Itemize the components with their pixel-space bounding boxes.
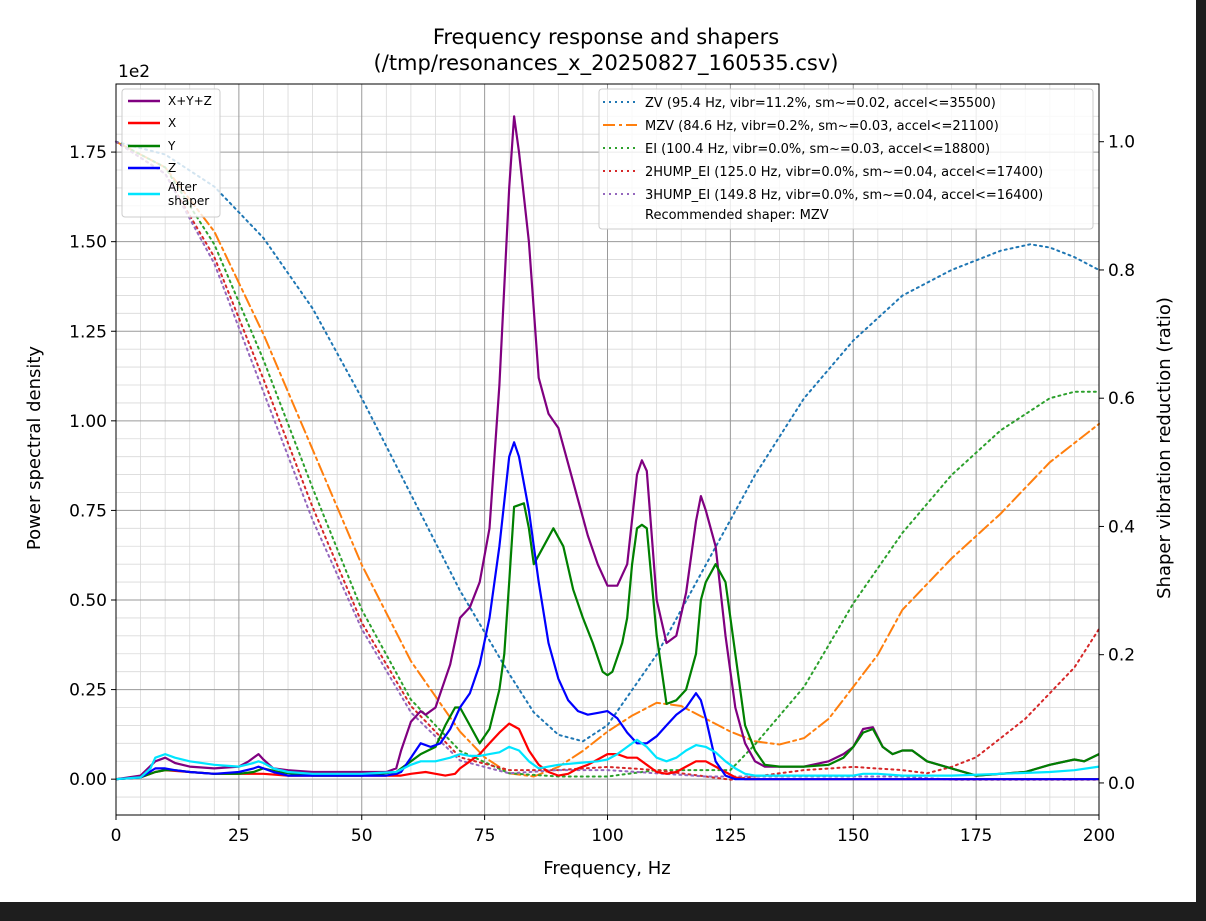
legend-shapers-box xyxy=(598,88,1094,230)
psd-line-x-y-z xyxy=(115,115,1100,781)
y-tick-label: 1.75 xyxy=(69,143,107,163)
x-tick-label: 125 xyxy=(714,826,746,846)
shaper-line-3hump-ei xyxy=(115,140,1100,781)
y-offset-label: 1e2 xyxy=(118,62,150,82)
y-right-tick-label: 0.4 xyxy=(1108,517,1135,537)
x-tick-label: 75 xyxy=(474,826,496,846)
shaper-line-zv xyxy=(115,140,1100,743)
x-tick-label: 25 xyxy=(228,826,250,846)
y-tick-label: 0.25 xyxy=(69,681,107,701)
figure: 0 25 50 75 100 125 150 175 200 0.00 0.25 0.50 0.75 1… xyxy=(0,0,1196,902)
y-axis-ticks: 0.00 0.25 0.50 0.75 1.00 1.25 1.50 1.75 xyxy=(69,143,116,790)
x-tick-label: 175 xyxy=(960,826,992,846)
y-tick-label: 1.25 xyxy=(69,322,107,342)
legend-label-3hump-ei: 3HUMP_EI (149.8 Hz, vibr=0.0%, sm~=0.04,… xyxy=(645,188,1043,203)
frequency-response-chart: 0 25 50 75 100 125 150 175 200 0.00 0.25 0.50 0.75 1… xyxy=(24,25,1175,879)
legend-label-x-y-z: X+Y+Z xyxy=(168,94,212,108)
legend-label-x: X xyxy=(168,116,176,130)
legend-shapers: Recommended shaper: MZV ZV (95.4 Hz, vib… xyxy=(598,88,1094,230)
psd-line-z xyxy=(115,441,1099,781)
psd-line-after-shaper xyxy=(115,738,1100,781)
psd-lines xyxy=(115,115,1100,781)
y-tick-label: 0.50 xyxy=(69,591,107,611)
y-right-tick-label: 1.0 xyxy=(1108,133,1135,153)
shaper-lines xyxy=(115,140,1100,781)
y-right-tick-label: 0.2 xyxy=(1108,646,1135,666)
legend-psd-box xyxy=(121,88,221,218)
y-right-tick-label: 0.8 xyxy=(1108,261,1135,281)
shaper-line-ei xyxy=(115,140,1100,778)
x-tick-label: 50 xyxy=(351,826,373,846)
chart-title: Frequency response and shapers xyxy=(433,25,779,49)
x-tick-label: 150 xyxy=(837,826,869,846)
legend-label-ei: EI (100.4 Hz, vibr=0.0%, sm~=0.03, accel… xyxy=(645,142,990,157)
x-axis-label: Frequency, Hz xyxy=(543,858,670,879)
y-tick-label: 0.00 xyxy=(69,770,107,790)
y-tick-label: 1.50 xyxy=(69,233,107,253)
shaper-line-2hump-ei xyxy=(115,140,1100,781)
legend-label-2hump-ei: 2HUMP_EI (125.0 Hz, vibr=0.0%, sm~=0.04,… xyxy=(645,165,1043,180)
y-right-axis-ticks: 0.0 0.2 0.4 0.6 0.8 1.0 xyxy=(1099,133,1135,794)
chart-subtitle: (/tmp/resonances_x_20250827_160535.csv) xyxy=(374,51,839,76)
recommended-shaper-text: Recommended shaper: MZV xyxy=(645,208,829,223)
x-tick-label: 200 xyxy=(1083,826,1115,846)
y-tick-label: 0.75 xyxy=(69,501,107,521)
y-tick-label: 1.00 xyxy=(69,412,107,432)
legend-label-y: Y xyxy=(167,139,176,153)
legend-label-z: Z xyxy=(168,161,176,175)
y-right-axis-label: Shaper vibration reduction (ratio) xyxy=(1154,297,1175,599)
shaper-line-mzv xyxy=(115,140,1100,778)
legend-label-after-shaper: After shaper xyxy=(168,180,209,208)
y-right-tick-label: 0.0 xyxy=(1108,774,1135,794)
legend-psd: X+Y+Z XYZ After shaper xyxy=(121,88,221,218)
legend-label-mzv: MZV (84.6 Hz, vibr=0.2%, sm~=0.03, accel… xyxy=(645,119,999,134)
y-right-tick-label: 0.6 xyxy=(1108,389,1135,409)
x-tick-label: 100 xyxy=(591,826,623,846)
x-axis-ticks: 0 25 50 75 100 125 150 175 200 xyxy=(111,815,1115,846)
x-tick-label: 0 xyxy=(111,826,122,846)
y-axis-label: Power spectral density xyxy=(24,346,45,550)
legend-label-zv: ZV (95.4 Hz, vibr=11.2%, sm~=0.02, accel… xyxy=(645,96,996,111)
minor-grid xyxy=(116,84,1099,815)
